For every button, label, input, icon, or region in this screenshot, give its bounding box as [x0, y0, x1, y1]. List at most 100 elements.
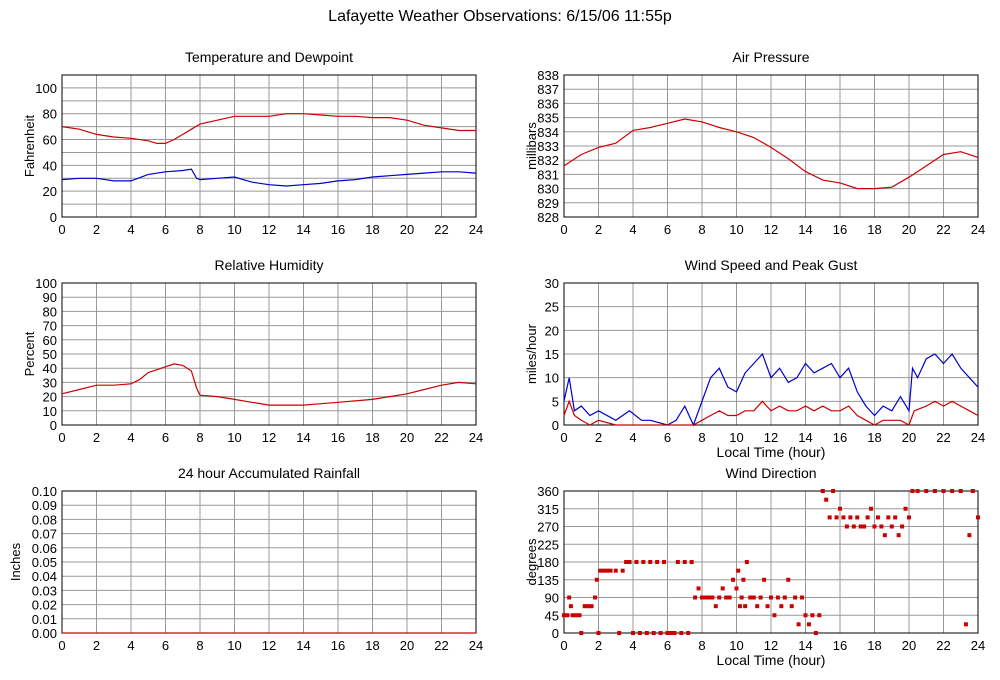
y-tick-label: 270 [537, 520, 559, 535]
series-line [61, 363, 477, 406]
y-tick-label: 70 [43, 319, 57, 334]
x-tick-label: 12 [262, 638, 276, 653]
data-point [710, 595, 715, 600]
data-point [665, 631, 670, 635]
data-point [882, 533, 887, 538]
x-tick-label: 4 [127, 222, 134, 237]
x-tick-label: 22 [434, 430, 448, 445]
data-point [601, 568, 606, 573]
x-tick-label: 6 [664, 222, 671, 237]
data-point [727, 595, 732, 600]
y-axis-label: Inches [8, 542, 23, 581]
x-tick-label: 16 [833, 222, 847, 237]
y-axis-label: degrees [524, 538, 539, 585]
data-point [748, 595, 753, 600]
data-point [739, 595, 744, 600]
data-point [634, 560, 639, 564]
data-point [706, 595, 711, 600]
data-point [976, 515, 980, 520]
data-point [627, 560, 632, 564]
y-tick-label: 0 [552, 418, 559, 433]
y-tick-label: 837 [537, 82, 559, 97]
data-point [589, 604, 594, 609]
y-tick-label: 30 [43, 375, 57, 390]
data-point [658, 631, 663, 635]
data-point [641, 560, 646, 564]
plot-frame [563, 490, 979, 634]
data-point [644, 631, 649, 635]
data-point [713, 604, 718, 609]
data-point [631, 631, 635, 635]
y-tick-label: 20 [43, 184, 57, 199]
y-tick-label: 833 [537, 139, 559, 154]
x-tick-label: 22 [936, 638, 950, 653]
x-tick-label: 18 [867, 222, 881, 237]
x-tick-label: 2 [93, 638, 100, 653]
x-tick-label: 24 [469, 430, 483, 445]
data-point [924, 489, 929, 493]
y-tick-label: 225 [537, 537, 559, 552]
chart-title: Wind Direction [725, 465, 816, 481]
data-point [594, 577, 599, 582]
y-tick-label: 10 [43, 404, 57, 419]
x-axis-label: Local Time (hour) [717, 652, 826, 668]
x-tick-label: 4 [629, 222, 636, 237]
y-tick-label: 832 [537, 153, 559, 168]
data-point [751, 595, 756, 600]
x-tick-label: 6 [664, 638, 671, 653]
x-tick-label: 4 [127, 638, 134, 653]
x-tick-label: 22 [434, 222, 448, 237]
x-tick-label: 12 [262, 222, 276, 237]
data-point [865, 515, 870, 520]
y-tick-label: 5 [552, 394, 559, 409]
y-tick-label: 0.01 [32, 612, 57, 627]
data-point [793, 595, 798, 600]
chart-title: Temperature and Dewpoint [185, 49, 353, 65]
data-point [662, 560, 667, 564]
y-tick-label: 0.05 [32, 555, 57, 570]
data-point [915, 489, 920, 493]
data-point [848, 515, 853, 520]
data-point [838, 506, 842, 511]
x-tick-label: 6 [162, 222, 169, 237]
page-title: Lafayette Weather Observations: 6/15/06 … [328, 8, 672, 25]
data-point [693, 595, 698, 600]
data-point [782, 595, 787, 600]
data-point [679, 631, 684, 635]
x-tick-label: 18 [365, 222, 379, 237]
series-line [563, 352, 979, 427]
data-point [862, 524, 867, 529]
y-tick-label: 0 [50, 210, 57, 225]
y-tick-label: 25 [545, 300, 559, 315]
x-tick-label: 2 [595, 430, 602, 445]
data-point [810, 613, 815, 618]
x-tick-label: 16 [833, 430, 847, 445]
data-point [796, 622, 801, 627]
y-tick-label: 80 [43, 304, 57, 319]
data-point [893, 515, 898, 520]
data-point [593, 595, 598, 600]
x-tick-label: 10 [227, 638, 241, 653]
data-point [872, 524, 877, 529]
x-tick-label: 2 [93, 222, 100, 237]
data-point [672, 631, 677, 635]
x-tick-label: 10 [729, 222, 743, 237]
data-point [562, 613, 566, 618]
x-tick-label: 16 [331, 638, 345, 653]
x-tick-label: 20 [902, 222, 916, 237]
data-point [858, 524, 863, 529]
x-tick-label: 14 [296, 638, 310, 653]
data-point [605, 568, 610, 573]
data-point [696, 586, 701, 591]
x-tick-label: 2 [93, 430, 100, 445]
y-tick-label: 0.00 [32, 626, 57, 641]
y-tick-label: 828 [537, 210, 559, 225]
series-line [61, 168, 477, 187]
x-tick-label: 8 [698, 638, 705, 653]
x-tick-label: 6 [162, 430, 169, 445]
y-axis-label: Percent [22, 331, 37, 376]
series-line [61, 113, 476, 144]
